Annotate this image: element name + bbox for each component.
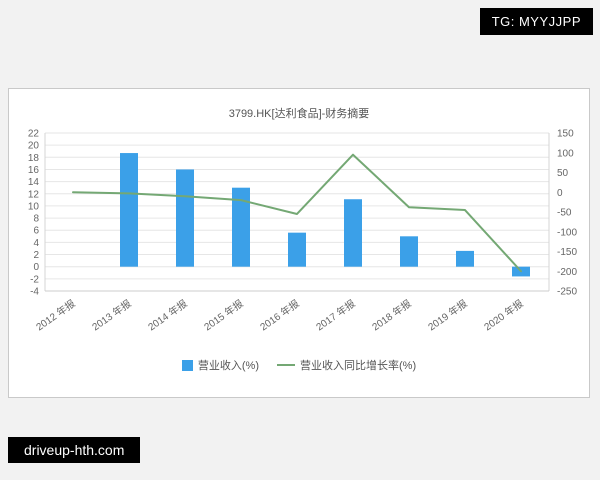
- svg-text:16: 16: [28, 165, 40, 176]
- svg-text:20: 20: [28, 141, 40, 152]
- svg-text:0: 0: [557, 188, 563, 199]
- svg-text:-200: -200: [557, 267, 577, 278]
- watermark-tg-badge: TG: MYYJJPP: [479, 8, 593, 35]
- legend-bar-swatch: [181, 359, 193, 371]
- chart-title: 3799.HK[达利食品]-财务摘要: [228, 108, 370, 120]
- svg-text:100: 100: [557, 148, 574, 159]
- svg-text:2018 年报: 2018 年报: [369, 297, 413, 333]
- svg-text:-2: -2: [30, 274, 39, 285]
- legend-item-growth: 营业收入同比增长率(%): [277, 357, 416, 373]
- svg-text:8: 8: [33, 214, 39, 225]
- svg-text:-50: -50: [557, 208, 572, 219]
- svg-text:2020 年报: 2020 年报: [481, 297, 525, 333]
- svg-text:2017 年报: 2017 年报: [313, 297, 357, 333]
- svg-text:12: 12: [28, 189, 40, 200]
- svg-text:2015 年报: 2015 年报: [201, 297, 245, 333]
- legend-line-label: 营业收入同比增长率(%): [300, 360, 417, 372]
- svg-text:50: 50: [557, 168, 569, 179]
- legend-bar-label: 营业收入(%): [197, 360, 259, 372]
- svg-text:18: 18: [28, 153, 40, 164]
- svg-text:-4: -4: [30, 287, 39, 298]
- legend-item-revenue: 营业收入(%): [181, 357, 259, 373]
- svg-text:2012 年报: 2012 年报: [33, 297, 77, 333]
- svg-text:150: 150: [557, 129, 574, 140]
- svg-text:0: 0: [33, 262, 39, 273]
- svg-text:2016 年报: 2016 年报: [257, 297, 301, 333]
- chart-card: 3799.HK[达利食品]-财务摘要 22 20 18 16 14 12 10 8 6 4 2 0 -2…: [8, 88, 590, 398]
- svg-text:2: 2: [33, 250, 39, 261]
- svg-text:-250: -250: [557, 287, 577, 298]
- legend-line-swatch: [277, 364, 295, 366]
- chart-legend: 营业收入(%) 营业收入同比增长率(%): [9, 357, 589, 373]
- svg-text:-100: -100: [557, 227, 577, 238]
- svg-text:2014 年报: 2014 年报: [145, 297, 189, 333]
- svg-text:4: 4: [33, 238, 39, 249]
- financial-chart: 2220181614121086420-2-4150100500-50-100-…: [28, 129, 578, 334]
- svg-text:14: 14: [28, 177, 40, 188]
- svg-text:6: 6: [33, 226, 39, 237]
- svg-text:-150: -150: [557, 247, 577, 258]
- svg-text:22: 22: [28, 129, 40, 140]
- svg-text:10: 10: [28, 201, 40, 212]
- svg-text:2019 年报: 2019 年报: [425, 297, 469, 333]
- watermark-site-badge: driveup-hth.com: [8, 437, 141, 463]
- svg-text:2013 年报: 2013 年报: [89, 297, 133, 333]
